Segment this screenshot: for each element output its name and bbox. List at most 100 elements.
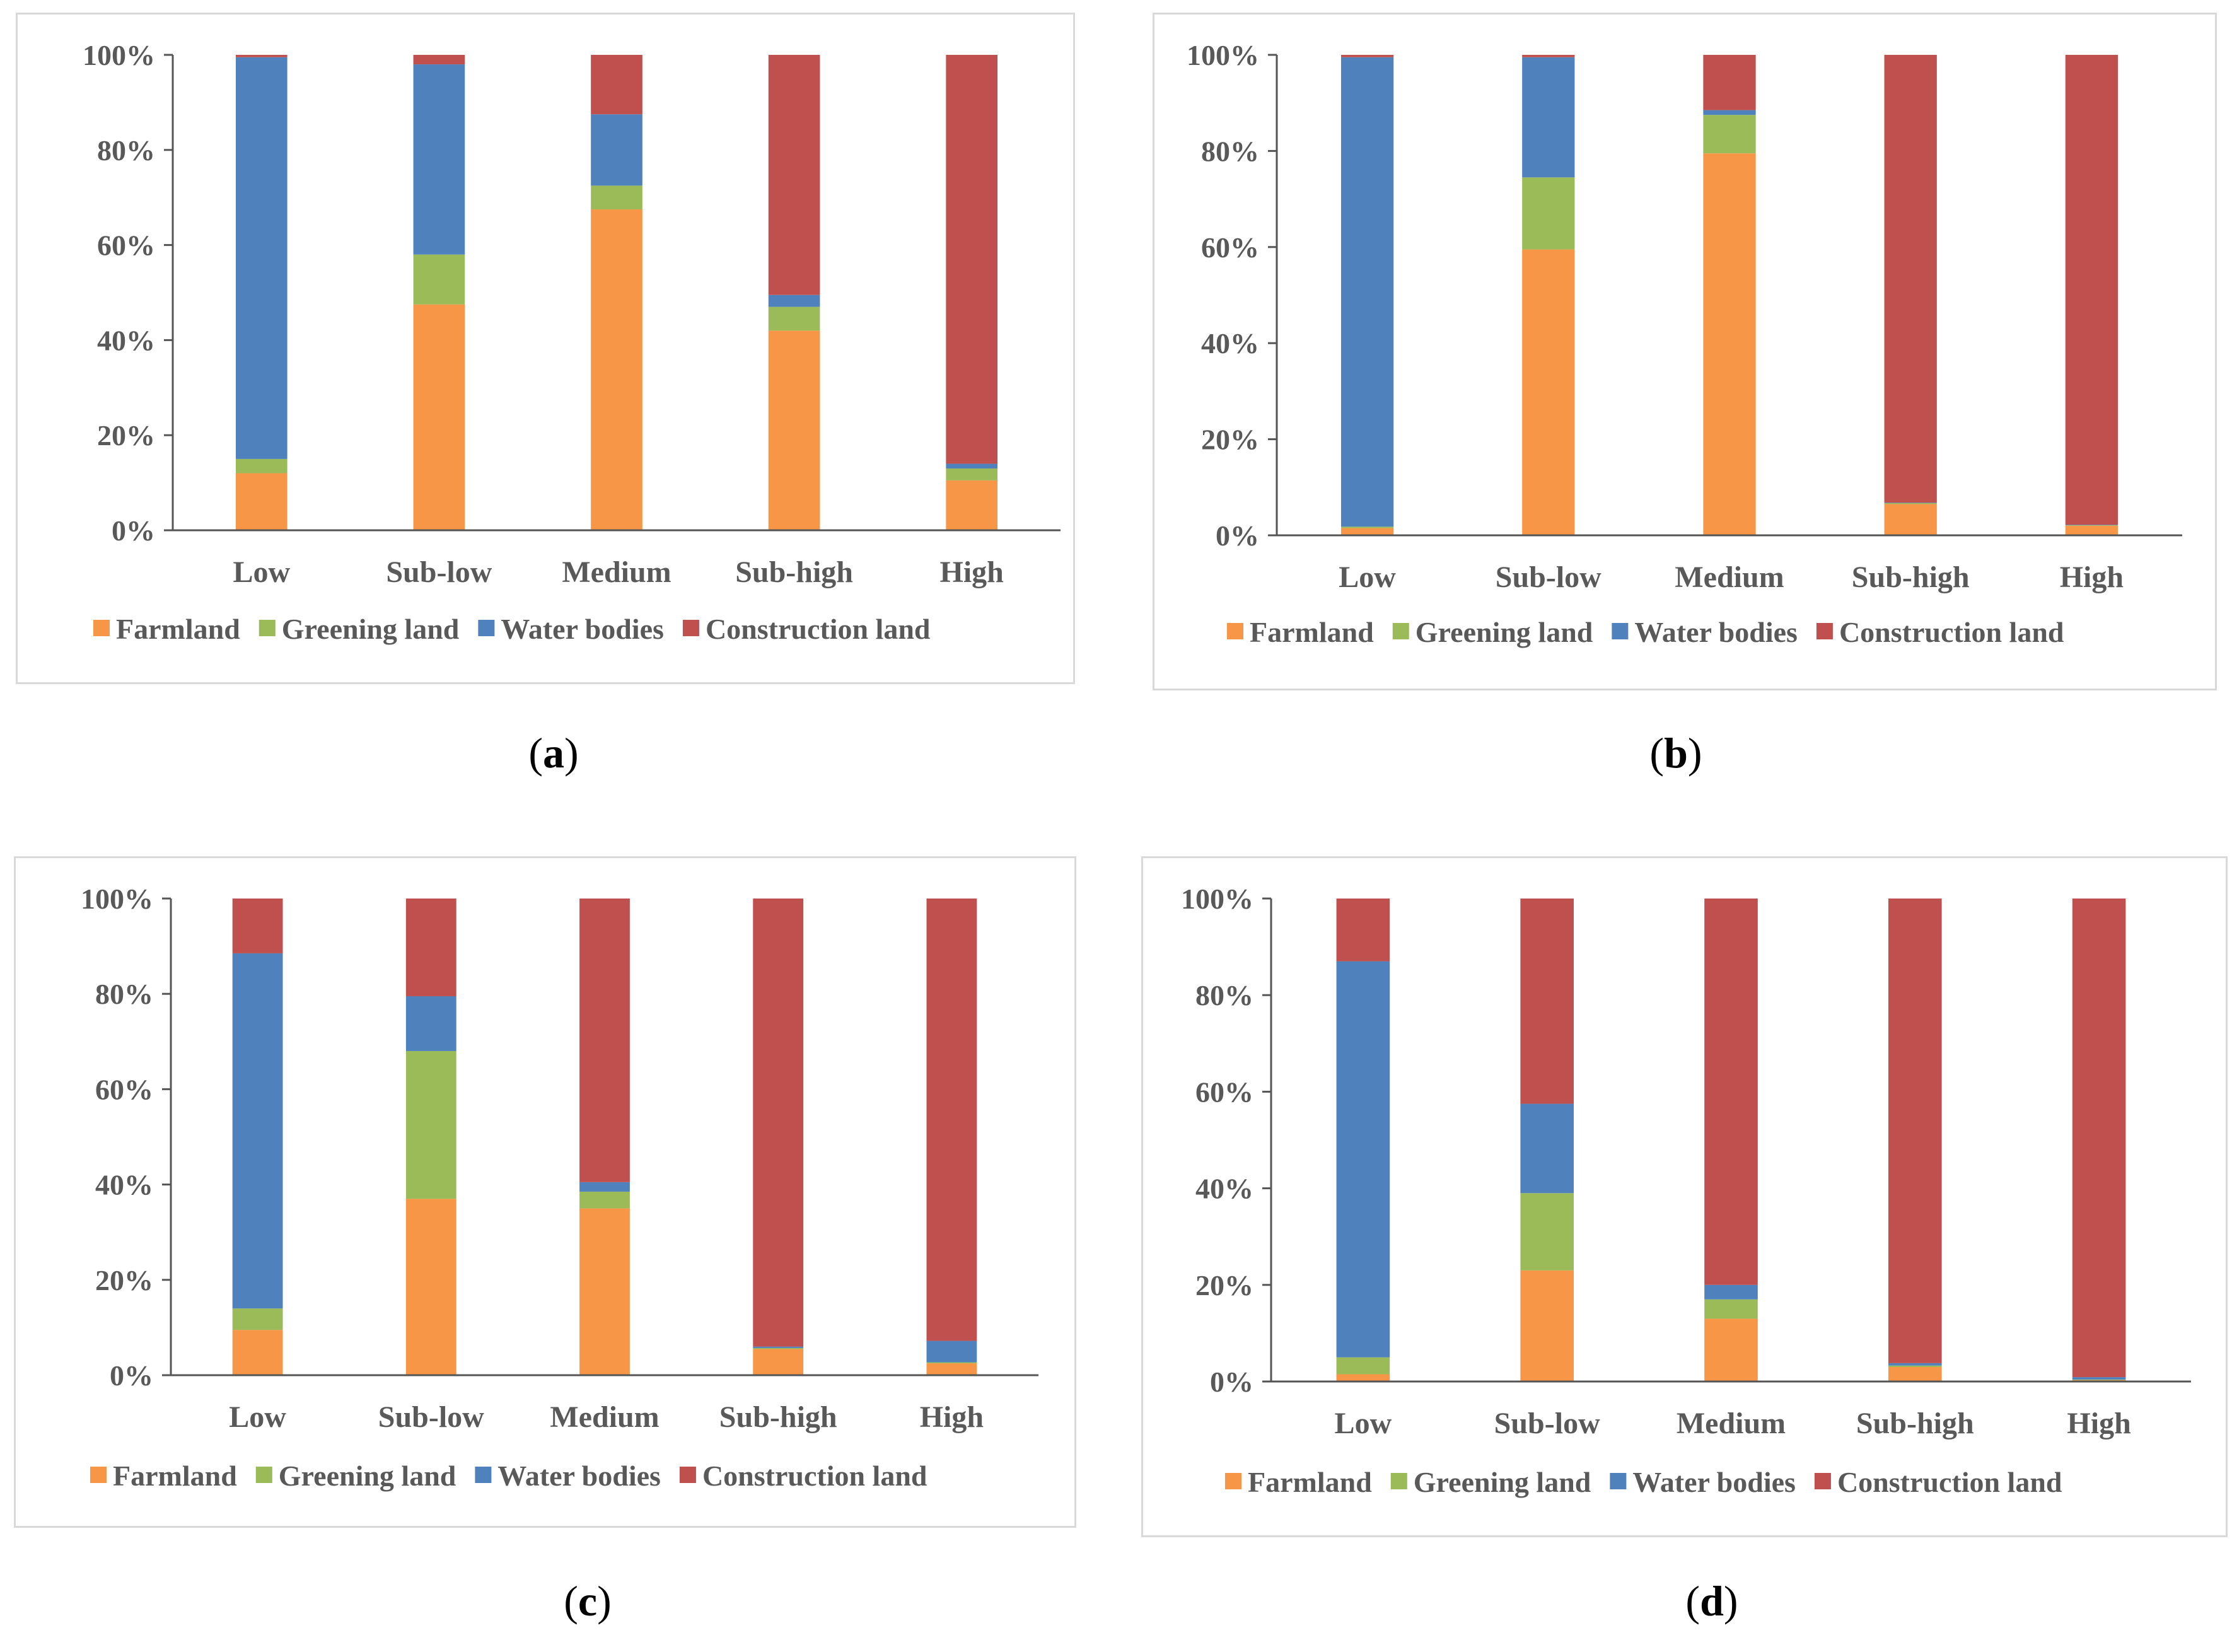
chart-c-ytick-label: 80%	[95, 978, 153, 1010]
legend-label-construction-land: Construction land	[702, 1460, 927, 1492]
legend-swatch-construction-land	[1814, 1473, 1831, 1489]
chart-a-legend: Farmland Greening land Water bodies Constru…	[93, 613, 931, 645]
chart-d-bar-sub-high-construction-land	[1888, 899, 1942, 1363]
chart-b-bar-medium-greening-land	[1703, 115, 1756, 154]
chart-d-bar-medium-greening-land	[1704, 1299, 1758, 1319]
chart-a-bar-sub-high-water-bodies	[768, 294, 820, 307]
chart-d-bar-sub-low-farmland	[1520, 1270, 1574, 1382]
legend-label-construction-land: Construction land	[1839, 616, 2064, 648]
legend-label-water-bodies: Water bodies	[1632, 1466, 1796, 1498]
legend-label-farmland: Farmland	[116, 613, 240, 645]
legend-label-construction-land: Construction land	[1837, 1466, 2062, 1498]
chart-d-bar-sub-high-farmland	[1888, 1367, 1942, 1382]
chart-c-bar-high-water-bodies	[926, 1341, 977, 1363]
chart-c-bar-sub-high-construction-land	[753, 899, 804, 1347]
legend-swatch-greening-land	[1392, 623, 1409, 639]
chart-b-bar-low-water-bodies	[1340, 57, 1394, 527]
chart-c-bar-sub-low-farmland	[405, 1199, 456, 1375]
chart-b-bar-low-greening-land	[1340, 526, 1394, 528]
chart-d-ytick-label: 40%	[1195, 1173, 1253, 1205]
legend-swatch-farmland	[93, 620, 110, 636]
chart-b-ytick-label: 60%	[1201, 231, 1259, 264]
chart-d-legend: Farmland Greening land Water bodies Constru…	[1225, 1466, 2062, 1498]
chart-c-bar-sub-low-water-bodies	[405, 996, 456, 1051]
legend-label-greening-land: Greening land	[282, 613, 460, 645]
chart-a-bar-sub-low-farmland	[413, 304, 465, 530]
chart-c-bar-medium-water-bodies	[579, 1182, 630, 1192]
chart-d-ytick-label: 0%	[1210, 1366, 1253, 1398]
legend-swatch-greening-land	[259, 620, 276, 636]
chart-a-bar-high-construction-land	[946, 55, 998, 464]
chart-panel-d: 0% 20% 40% 60% 80% 100% Low Sub-low Medium Sub-hi…	[1141, 856, 2228, 1537]
chart-d-bar-sub-low-construction-land	[1520, 899, 1574, 1104]
chart-b-category-label: Sub-high	[1852, 561, 1970, 594]
chart-panel-a: 0% 20% 40% 60% 80% 100% Low Sub-low Medium Sub-hi…	[16, 13, 1075, 684]
chart-b-bar-sub-low-greening-land	[1522, 177, 1575, 250]
chart-b-category-label: High	[2060, 561, 2124, 594]
legend-label-farmland: Farmland	[1248, 1466, 1372, 1498]
chart-d-bar-low-construction-land	[1336, 899, 1390, 962]
chart-d-ytick-label: 60%	[1195, 1076, 1253, 1108]
caption-b: (b)	[1649, 729, 1702, 777]
chart-c-bar-sub-high-water-bodies	[753, 1346, 804, 1348]
chart-d-bar-sub-high-greening-land	[1888, 1365, 1942, 1368]
chart-d-category-label: Sub-high	[1856, 1407, 1974, 1440]
chart-c-category-label: Medium	[550, 1400, 659, 1434]
chart-b-category-label: Medium	[1675, 561, 1784, 594]
legend-swatch-greening-land	[1390, 1473, 1407, 1489]
caption-d: (d)	[1685, 1577, 1738, 1625]
chart-c-ytick-label: 40%	[95, 1169, 153, 1201]
chart-c-legend: Farmland Greening land Water bodies Constru…	[90, 1460, 927, 1492]
legend-label-greening-land: Greening land	[1414, 1466, 1591, 1498]
chart-b-bar-sub-high-construction-land	[1884, 55, 1937, 503]
chart-a-bar-low-water-bodies	[235, 57, 288, 459]
chart-a-ytick-label: 0%	[112, 515, 155, 547]
chart-d-category-label: Low	[1335, 1407, 1392, 1440]
chart-panel-c: 0% 20% 40% 60% 80% 100% Low Sub-low Medium Sub-hi…	[14, 856, 1076, 1528]
chart-c-bar-high-farmland	[926, 1363, 977, 1375]
chart-d-bar-medium-farmland	[1704, 1318, 1758, 1382]
chart-b-bar-sub-high-farmland	[1884, 504, 1937, 535]
chart-b-category-label: Sub-low	[1496, 561, 1601, 594]
chart-d-bar-sub-high-water-bodies	[1888, 1363, 1942, 1366]
chart-a-category-label: Sub-low	[386, 556, 492, 589]
legend-swatch-water-bodies	[1612, 623, 1629, 639]
legend-swatch-farmland	[1225, 1473, 1241, 1489]
chart-a-bar-sub-low-construction-land	[413, 55, 465, 65]
chart-a-bar-high-water-bodies	[946, 463, 998, 468]
chart-c-bar-medium-farmland	[579, 1208, 630, 1375]
legend-label-greening-land: Greening land	[1415, 616, 1593, 648]
legend-swatch-farmland	[90, 1467, 107, 1483]
chart-d-bar-high-water-bodies	[2072, 1377, 2126, 1380]
legend-label-farmland: Farmland	[113, 1460, 237, 1492]
chart-d-bar-sub-low-greening-land	[1520, 1193, 1574, 1271]
chart-d-svg: 0% 20% 40% 60% 80% 100% Low Sub-low Medium Sub-hi…	[1181, 883, 2191, 1498]
legend-swatch-greening-land	[255, 1467, 272, 1483]
chart-panel-b: 0% 20% 40% 60% 80% 100% Low Sub-low Medium Sub-hi…	[1153, 13, 2217, 690]
chart-d-bar-medium-construction-land	[1704, 899, 1758, 1285]
chart-c-bar-medium-construction-land	[579, 899, 630, 1182]
chart-c-category-label: Sub-high	[719, 1400, 837, 1434]
chart-a-ytick-label: 100%	[83, 39, 155, 71]
chart-b-bar-low-construction-land	[1340, 55, 1394, 57]
chart-a-ytick-label: 40%	[97, 324, 155, 356]
chart-a-category-label: Medium	[562, 556, 671, 589]
chart-a-bar-sub-high-greening-land	[768, 306, 820, 331]
chart-c-bar-low-construction-land	[232, 899, 283, 953]
chart-a-category-label: Sub-high	[735, 556, 853, 589]
chart-b-ytick-label: 20%	[1201, 424, 1259, 456]
chart-b-category-label: Low	[1339, 561, 1396, 594]
chart-c-bar-sub-low-greening-land	[405, 1050, 456, 1199]
chart-b-ytick-label: 100%	[1187, 39, 1259, 71]
chart-b-bar-sub-low-farmland	[1522, 249, 1575, 535]
chart-c-bar-sub-high-greening-land	[753, 1347, 804, 1349]
chart-b-legend: Farmland Greening land Water bodies Constru…	[1227, 616, 2064, 648]
legend-label-greening-land: Greening land	[279, 1460, 456, 1492]
chart-d-category-label: High	[2067, 1407, 2130, 1440]
chart-b-bar-high-greening-land	[2065, 525, 2119, 526]
chart-d-bar-sub-low-water-bodies	[1520, 1103, 1574, 1194]
chart-c-bar-sub-high-farmland	[753, 1349, 804, 1375]
chart-c-category-label: Low	[229, 1400, 286, 1434]
legend-swatch-farmland	[1227, 623, 1243, 639]
chart-c-bar-high-construction-land	[926, 899, 977, 1341]
